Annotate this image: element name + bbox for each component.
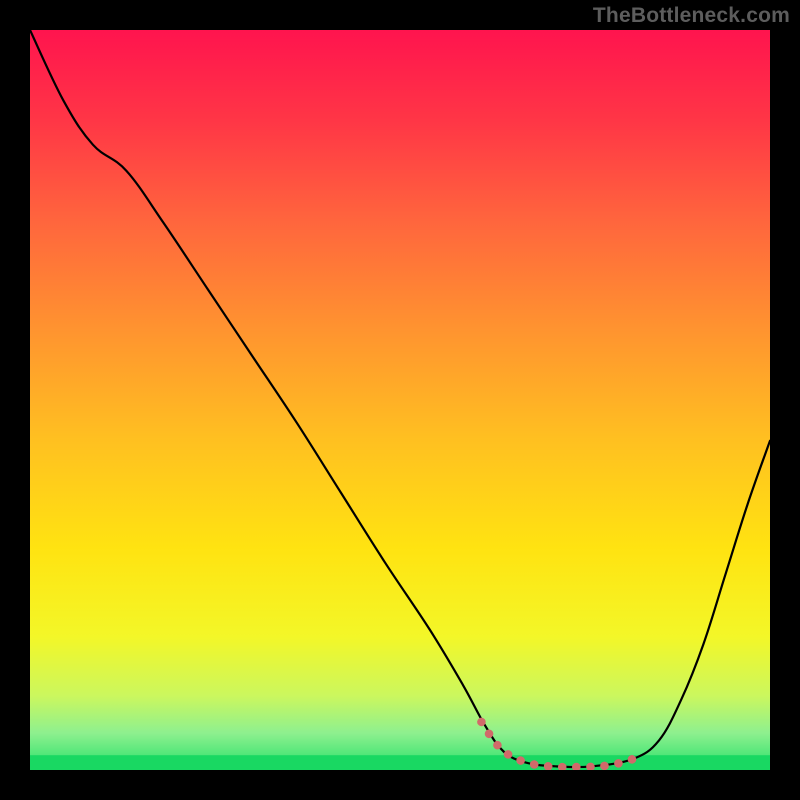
bottom-green-band [30, 755, 770, 770]
chart-canvas: TheBottleneck.com [0, 0, 800, 800]
watermark-text: TheBottleneck.com [593, 4, 790, 28]
plot-svg [30, 30, 770, 770]
plot-area [30, 30, 770, 770]
gradient-background [30, 30, 770, 770]
